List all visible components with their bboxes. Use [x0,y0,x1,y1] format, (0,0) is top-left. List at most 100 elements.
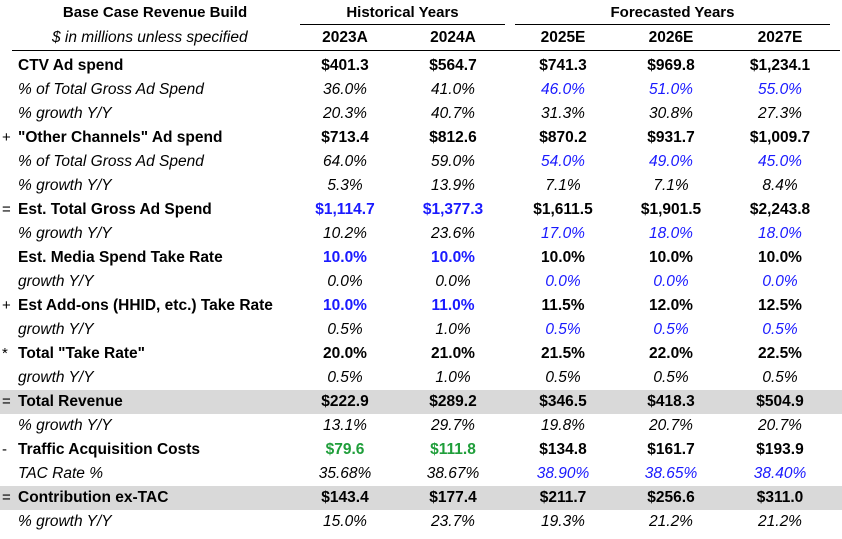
value-cell[interactable]: 10.0% [323,297,367,314]
value-cell[interactable]: $1,009.7 [749,129,811,146]
value-cell[interactable]: $134.8 [539,441,587,458]
value-cell[interactable]: 0.0% [435,273,471,290]
value-cell[interactable]: $1,114.7 [315,201,375,218]
value-cell[interactable]: $931.7 [647,129,695,146]
value-cell[interactable]: 59.0% [431,153,475,170]
value-cell[interactable]: 0.0% [762,273,798,290]
value-cell[interactable]: 27.3% [758,105,802,122]
value-cell[interactable]: $111.8 [430,441,476,458]
value-cell[interactable]: 22.5% [758,345,802,362]
value-cell[interactable]: 20.7% [758,417,802,434]
value-cell[interactable]: 13.1% [323,417,367,434]
value-cell[interactable]: 12.0% [649,297,693,314]
value-cell[interactable]: $193.9 [756,441,804,458]
value-cell[interactable]: $79.6 [325,441,365,458]
value-cell[interactable]: 20.0% [323,345,367,362]
value-cell[interactable]: 0.5% [653,321,689,338]
value-cell[interactable]: 0.0% [653,273,689,290]
value-cell[interactable]: 54.0% [541,153,585,170]
value-cell[interactable]: 29.7% [431,417,475,434]
value-cell[interactable]: 10.0% [649,249,693,266]
value-cell[interactable]: 38.90% [536,465,590,482]
value-cell[interactable]: 41.0% [431,81,475,98]
value-cell[interactable]: 1.0% [435,321,471,338]
value-cell[interactable]: 20.7% [649,417,693,434]
value-cell[interactable]: 5.3% [327,177,363,194]
value-cell[interactable]: 13.9% [431,177,475,194]
value-cell[interactable]: 12.5% [758,297,802,314]
value-cell[interactable]: $346.5 [539,393,587,410]
value-cell[interactable]: 51.0% [649,81,693,98]
value-cell[interactable]: 21.0% [431,345,475,362]
value-cell[interactable]: 40.7% [431,105,475,122]
value-cell[interactable]: $143.4 [321,489,369,506]
value-cell[interactable]: $969.8 [647,57,695,74]
value-cell[interactable]: 35.68% [318,465,372,482]
value-cell[interactable]: $401.3 [321,57,369,74]
value-cell[interactable]: 10.0% [431,249,475,266]
value-cell[interactable]: $418.3 [647,393,695,410]
value-cell[interactable]: 0.5% [545,321,581,338]
value-cell[interactable]: 0.5% [327,321,363,338]
value-cell[interactable]: 0.5% [762,321,798,338]
value-cell[interactable]: 64.0% [323,153,367,170]
value-cell[interactable]: $2,243.8 [749,201,811,218]
value-cell[interactable]: $177.4 [429,489,477,506]
value-cell[interactable]: 30.8% [649,105,693,122]
value-cell[interactable]: 0.5% [327,369,363,386]
value-cell[interactable]: 10.0% [541,249,585,266]
value-cell[interactable]: $504.9 [756,393,804,410]
value-cell[interactable]: 0.5% [762,369,798,386]
value-cell[interactable]: $1,611.5 [533,201,593,218]
value-cell[interactable]: 46.0% [541,81,585,98]
value-cell[interactable]: $1,377.3 [422,201,484,218]
value-cell[interactable]: 45.0% [758,153,802,170]
value-cell[interactable]: $564.7 [429,57,477,74]
value-cell[interactable]: $870.2 [539,129,587,146]
value-cell[interactable]: 7.1% [545,177,581,194]
value-cell[interactable]: 38.67% [426,465,480,482]
value-cell[interactable]: 23.7% [431,513,475,530]
value-cell[interactable]: 18.0% [758,225,802,242]
value-cell[interactable]: 0.0% [327,273,363,290]
value-cell[interactable]: 36.0% [323,81,367,98]
value-cell[interactable]: $211.7 [539,489,587,506]
value-cell[interactable]: 0.0% [545,273,581,290]
value-cell[interactable]: $222.9 [321,393,369,410]
value-cell[interactable]: 0.5% [653,369,689,386]
value-cell[interactable]: 22.0% [649,345,693,362]
value-cell[interactable]: 10.2% [323,225,367,242]
value-cell[interactable]: 21.5% [541,345,585,362]
value-cell[interactable]: 18.0% [649,225,693,242]
value-cell[interactable]: 10.0% [758,249,802,266]
value-cell[interactable]: 10.0% [323,249,367,266]
value-cell[interactable]: 38.65% [644,465,698,482]
value-cell[interactable]: 11.0% [431,297,475,314]
value-cell[interactable]: $289.2 [429,393,477,410]
value-cell[interactable]: 1.0% [435,369,471,386]
value-cell[interactable]: 38.40% [753,465,807,482]
value-cell[interactable]: 19.8% [541,417,585,434]
value-cell[interactable]: 55.0% [758,81,802,98]
value-cell[interactable]: $1,234.1 [749,57,811,74]
value-cell[interactable]: $256.6 [647,489,695,506]
value-cell[interactable]: $1,901.5 [640,201,702,218]
value-cell[interactable]: 8.4% [762,177,798,194]
value-cell[interactable]: 49.0% [649,153,693,170]
value-cell[interactable]: 23.6% [431,225,475,242]
value-cell[interactable]: 31.3% [541,105,585,122]
value-cell[interactable]: $161.7 [647,441,695,458]
value-cell[interactable]: 17.0% [541,225,585,242]
value-cell[interactable]: $812.6 [429,129,477,146]
value-cell[interactable]: $741.3 [539,57,587,74]
value-cell[interactable]: 20.3% [323,105,367,122]
value-cell[interactable]: 11.5% [541,297,585,314]
value-cell[interactable]: 19.3% [541,513,585,530]
value-cell[interactable]: $713.4 [321,129,369,146]
value-cell[interactable]: 21.2% [649,513,693,530]
value-cell[interactable]: 21.2% [758,513,802,530]
value-cell[interactable]: 0.5% [545,369,581,386]
value-cell[interactable]: 15.0% [323,513,367,530]
value-cell[interactable]: $311.0 [756,489,804,506]
value-cell[interactable]: 7.1% [653,177,689,194]
